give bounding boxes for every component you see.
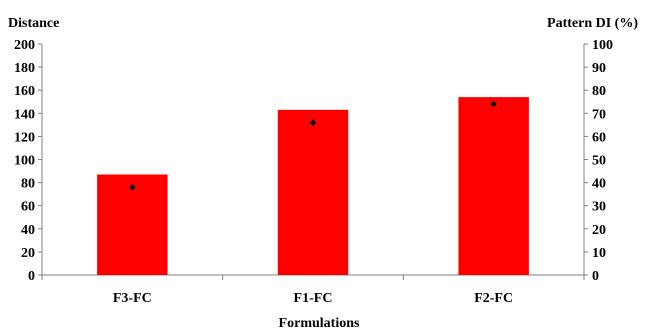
right-axis-title: Pattern DI (%) [547,16,638,31]
left-tick-label: 200 [14,38,35,53]
left-tick-label: 80 [21,177,35,192]
left-tick-label: 180 [14,61,35,76]
left-tick-label: 40 [21,223,35,238]
bar [458,97,529,275]
right-tick-label: 10 [592,246,606,261]
left-tick-label: 0 [28,269,35,284]
left-tick-label: 120 [14,130,35,145]
right-tick-label: 100 [592,38,613,53]
left-axis-title: Distance [8,16,59,31]
bar [97,174,168,275]
x-tick-label: F1-FC [294,291,333,306]
x-tick-label: F3-FC [113,291,152,306]
right-tick-label: 0 [592,269,599,284]
right-tick-label: 90 [592,61,606,76]
right-tick-label: 20 [592,223,606,238]
left-tick-label: 60 [21,200,35,215]
left-tick-label: 20 [21,246,35,261]
x-tick-label: F2-FC [474,291,513,306]
diamond-marker [309,119,317,126]
left-tick-label: 100 [14,154,35,169]
right-tick-label: 70 [592,107,606,122]
right-tick-label: 60 [592,130,606,145]
diamond-marker [129,184,136,191]
x-axis-title: Formulations [279,316,360,330]
right-tick-label: 80 [592,84,606,99]
right-tick-label: 40 [592,177,606,192]
right-tick-label: 50 [592,154,606,169]
left-tick-label: 160 [14,84,35,99]
left-tick-label: 140 [14,107,35,122]
right-tick-label: 30 [592,200,606,215]
diamond-marker [490,100,497,108]
bar [277,109,349,276]
